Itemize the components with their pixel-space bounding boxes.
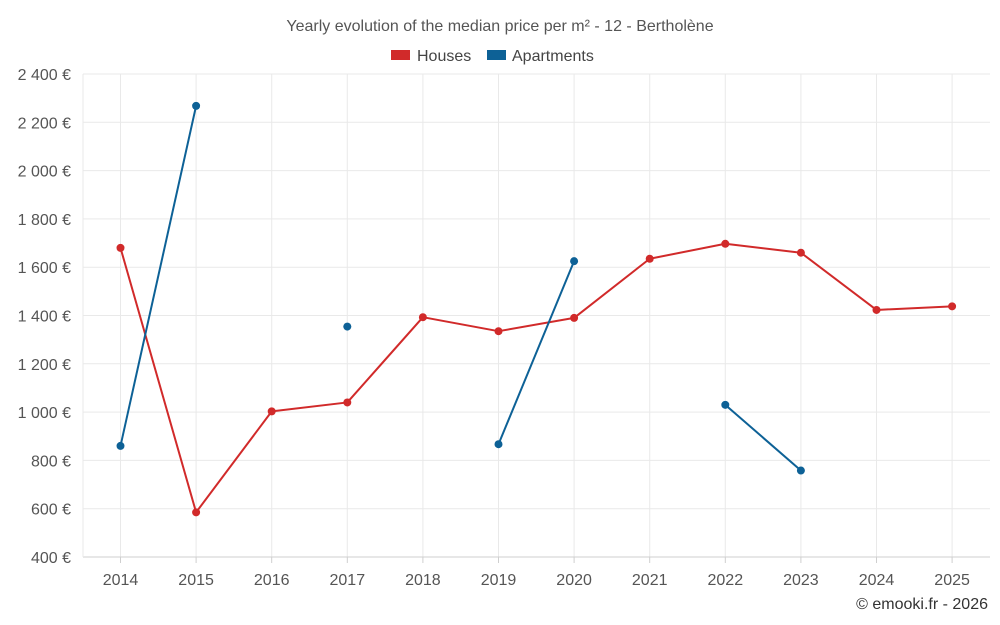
y-tick-label: 1 600 € — [18, 260, 71, 277]
legend-label: Houses — [417, 48, 471, 65]
y-tick-label: 2 200 € — [18, 115, 71, 132]
apartments-line — [119, 105, 198, 447]
houses-point[interactable] — [343, 398, 352, 407]
houses-point[interactable] — [948, 302, 957, 311]
houses-point[interactable] — [116, 243, 125, 252]
houses-point[interactable] — [721, 239, 730, 248]
x-tick-label: 2017 — [330, 572, 366, 589]
y-tick-label: 600 € — [31, 502, 71, 519]
x-tick-label: 2016 — [254, 572, 290, 589]
y-tick-label: 800 € — [31, 453, 71, 470]
x-tick-label: 2014 — [103, 572, 139, 589]
series-layer — [116, 101, 957, 517]
apartments-point[interactable] — [494, 440, 503, 449]
houses-point[interactable] — [418, 313, 427, 322]
apartments-point[interactable] — [721, 400, 730, 409]
y-tick-label: 1 400 € — [18, 309, 71, 326]
x-tick-label: 2018 — [405, 572, 441, 589]
x-tick-label: 2022 — [708, 572, 744, 589]
gridlines — [83, 73, 990, 557]
houses-point[interactable] — [192, 508, 201, 517]
apartments-point[interactable] — [116, 441, 125, 450]
axes: 400 € 600 € 800 € 1 000 € 1 200 € 1 400 € 1 60… — [18, 67, 990, 589]
y-tick-label: 2 000 € — [18, 164, 71, 181]
apartments-line — [724, 404, 802, 472]
legend-swatch — [391, 50, 410, 60]
legend-item-houses[interactable]: Houses — [391, 48, 471, 65]
y-tick-label: 1 800 € — [18, 212, 71, 229]
series-houses — [116, 239, 957, 517]
y-tick-label: 400 € — [31, 550, 71, 567]
x-tick-label: 2024 — [859, 572, 895, 589]
houses-point[interactable] — [494, 327, 503, 336]
houses-point[interactable] — [796, 248, 805, 257]
legend-item-apartments[interactable]: Apartments — [487, 48, 594, 65]
y-tick-label: 1 000 € — [18, 405, 71, 422]
houses-point[interactable] — [570, 313, 579, 322]
y-tick-label: 1 200 € — [18, 357, 71, 374]
x-tick-label: 2019 — [481, 572, 517, 589]
houses-point[interactable] — [872, 305, 881, 314]
houses-line — [119, 242, 953, 514]
x-tick-label: 2015 — [178, 572, 214, 589]
chart-title: Yearly evolution of the median price per… — [286, 18, 713, 35]
y-tick-label: 2 400 € — [18, 67, 71, 84]
apartments-point[interactable] — [343, 322, 352, 331]
apartments-point[interactable] — [192, 101, 201, 110]
apartments-point[interactable] — [796, 466, 805, 475]
legend-label: Apartments — [512, 48, 594, 65]
series-apartments — [116, 101, 805, 475]
legend[interactable]: Houses Apartments — [391, 48, 594, 65]
x-tick-label: 2020 — [556, 572, 592, 589]
x-tick-label: 2023 — [783, 572, 819, 589]
houses-point[interactable] — [645, 254, 654, 263]
x-tick-label: 2021 — [632, 572, 668, 589]
legend-swatch — [487, 50, 506, 60]
x-tick-label: 2025 — [934, 572, 970, 589]
credit-text: © emooki.fr - 2026 — [856, 596, 988, 613]
houses-point[interactable] — [267, 407, 276, 416]
apartments-point[interactable] — [570, 257, 579, 266]
apartments-line — [497, 260, 576, 445]
